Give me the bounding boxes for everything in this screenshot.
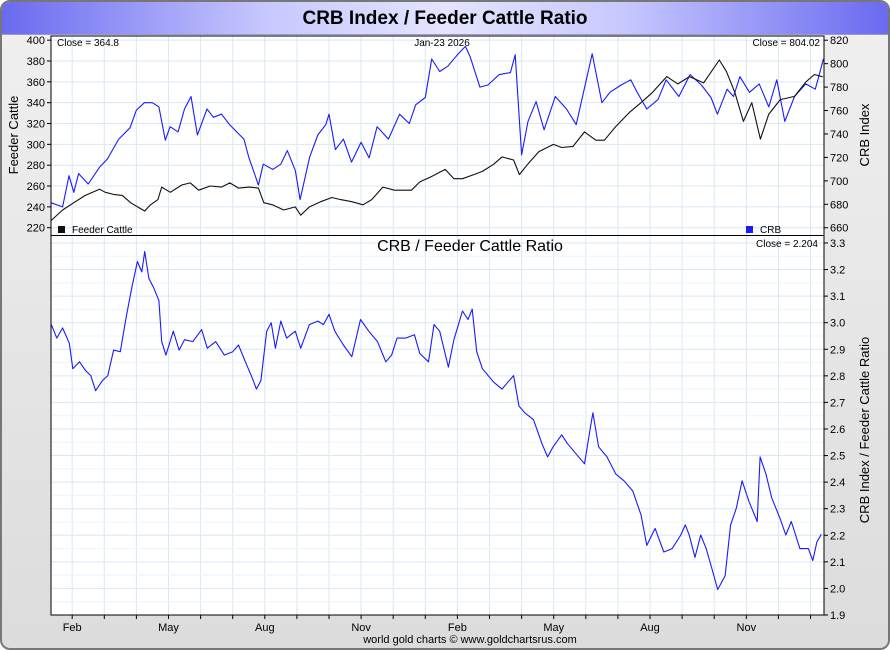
x-tick-label: Aug xyxy=(640,622,660,634)
legend-label-crb: CRB xyxy=(760,225,781,236)
x-tick-label: May xyxy=(158,622,179,634)
y-tick-label-ratio: 2.4 xyxy=(830,477,845,489)
y-tick-label-right: 800 xyxy=(830,59,848,71)
y-tick-label-right: 820 xyxy=(830,35,848,47)
series-line-feeder-cattle xyxy=(50,59,823,221)
legend-swatch-crb xyxy=(746,226,753,233)
y-tick-label-ratio: 2.2 xyxy=(830,530,845,542)
y-tick-label-ratio: 2.6 xyxy=(830,424,845,436)
y-tick-label-left: 300 xyxy=(27,139,45,151)
y-tick-label-ratio: 1.9 xyxy=(830,610,845,622)
x-tick-label: Feb xyxy=(448,622,467,634)
series-line-ratio xyxy=(50,250,822,591)
y-tick-label-left: 380 xyxy=(27,56,45,68)
y-axis-title-crb: CRB Index xyxy=(857,103,872,166)
feeder-close-label: Close = 364.8 xyxy=(57,38,119,49)
y-tick-label-right: 680 xyxy=(830,199,848,211)
y-tick-label-right: 780 xyxy=(830,82,848,94)
y-tick-label-ratio: 2.9 xyxy=(830,344,845,356)
x-tick-label: May xyxy=(543,622,564,634)
y-tick-label-left: 320 xyxy=(27,119,45,131)
y-tick-label-right: 760 xyxy=(830,106,848,118)
x-tick-label: Nov xyxy=(737,622,757,634)
series-layer xyxy=(50,45,824,591)
y-tick-label-ratio: 2.7 xyxy=(830,397,845,409)
y-tick-label-ratio: 3.1 xyxy=(830,291,845,303)
footer-credit: world gold charts © www.goldchartsrus.co… xyxy=(362,634,577,646)
y-tick-label-ratio: 3.2 xyxy=(830,265,845,277)
y-axis-title-ratio: CRB Index / Feeder Cattle Ratio xyxy=(857,337,872,523)
y-tick-label-right: 720 xyxy=(830,152,848,164)
y-tick-label-left: 260 xyxy=(27,181,45,193)
x-tick-label: Nov xyxy=(351,622,371,634)
title-bar: CRB Index / Feeder Cattle Ratio xyxy=(2,2,888,35)
y-tick-label-ratio: 3.0 xyxy=(830,318,845,330)
y-tick-label-ratio: 2.8 xyxy=(830,371,845,383)
y-tick-label-left: 220 xyxy=(27,223,45,235)
x-tick-label: Feb xyxy=(63,622,82,634)
y-tick-label-left: 340 xyxy=(27,98,45,110)
y-tick-label-left: 360 xyxy=(27,77,45,89)
legend-swatch-feeder xyxy=(58,226,65,233)
crb-close-label: Close = 804.02 xyxy=(752,38,820,49)
chart-title: CRB Index / Feeder Cattle Ratio xyxy=(302,8,588,29)
y-tick-label-left: 400 xyxy=(27,35,45,47)
ratio-panel-title: CRB / Feeder Cattle Ratio xyxy=(377,238,563,255)
y-tick-label-right: 740 xyxy=(830,129,848,141)
axes: 220 240 260 280 300 320 340 360 380 400 660 680 700 7… xyxy=(27,35,849,634)
y-tick-label-ratio: 2.5 xyxy=(830,451,845,463)
y-tick-label-right: 660 xyxy=(830,223,848,235)
y-tick-label-ratio: 3.3 xyxy=(830,238,845,250)
plot-border xyxy=(50,35,825,616)
y-tick-label-ratio: 2.0 xyxy=(830,583,845,595)
y-tick-label-left: 240 xyxy=(27,202,45,214)
y-axis-title-feeder: Feeder Cattle xyxy=(6,96,21,175)
y-tick-label-left: 280 xyxy=(27,160,45,172)
ratio-close-label: Close = 2.204 xyxy=(756,239,818,250)
legend-label-feeder: Feeder Cattle xyxy=(72,225,133,236)
date-label: Jan-23 2026 xyxy=(414,38,470,49)
x-tick-label: Aug xyxy=(255,622,275,634)
y-tick-label-ratio: 2.1 xyxy=(830,557,845,569)
y-tick-label-right: 700 xyxy=(830,176,848,188)
plot-background xyxy=(51,36,824,615)
y-tick-label-ratio: 2.3 xyxy=(830,504,845,516)
